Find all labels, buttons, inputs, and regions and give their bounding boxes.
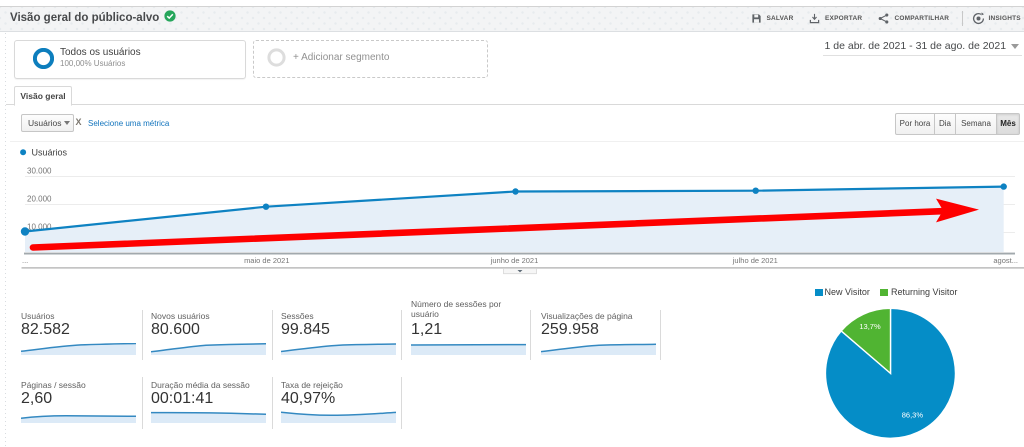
svg-text:Usuários: Usuários [32,148,68,158]
svg-text:agost...: agost... [993,256,1018,265]
svg-text:86,3%: 86,3% [902,411,924,420]
svg-text:30.000: 30.000 [27,167,52,176]
svg-text:20.000: 20.000 [27,195,52,204]
svg-text:julho de 2021: julho de 2021 [732,256,778,265]
svg-text:maio de 2021: maio de 2021 [244,256,289,265]
svg-text:13,7%: 13,7% [859,322,881,331]
svg-text:...: ... [22,256,28,265]
svg-text:junho de 2021: junho de 2021 [490,256,539,265]
svg-text:10.000: 10.000 [27,223,52,232]
